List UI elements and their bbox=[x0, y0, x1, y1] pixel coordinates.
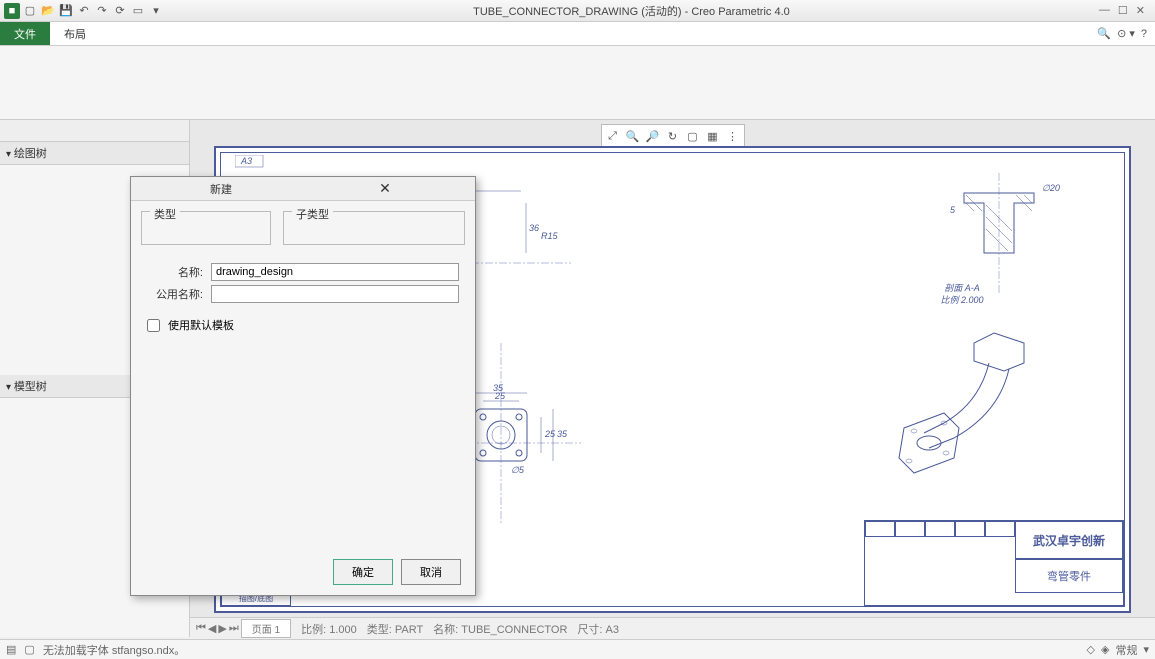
refit-icon[interactable]: ⤢ bbox=[604, 127, 622, 145]
title-bar: ■ ▢ 📂 💾 ↶ ↷ ⟳ ▭ ▾ TUBE_CONNECTOR_DRAWING… bbox=[0, 0, 1155, 22]
name-input[interactable] bbox=[211, 263, 459, 281]
snap-icon[interactable]: ◈ bbox=[1101, 643, 1109, 656]
svg-text:25: 25 bbox=[544, 429, 556, 439]
svg-text:∅20: ∅20 bbox=[1042, 183, 1060, 193]
footer-msg-icon: ▢ bbox=[24, 643, 34, 656]
page-nav-first-icon[interactable]: ⏮ bbox=[196, 622, 206, 635]
menu-tab-0[interactable]: 布局 bbox=[50, 22, 100, 45]
page-nav-prev-icon[interactable]: ◀ bbox=[208, 622, 216, 635]
file-menu[interactable]: 文件 bbox=[0, 22, 50, 45]
open-icon[interactable]: 📂 bbox=[40, 3, 56, 19]
regen-icon[interactable]: ⟳ bbox=[112, 3, 128, 19]
page-nav-last-icon[interactable]: ⏭ bbox=[229, 622, 239, 635]
settings-icon[interactable]: ⊙ ▾ bbox=[1117, 27, 1135, 40]
menu-bar: 文件 布局 🔍 ⊙ ▾ ? bbox=[0, 22, 1155, 46]
page-nav-next-icon[interactable]: ▶ bbox=[218, 622, 226, 635]
svg-text:35: 35 bbox=[557, 429, 568, 439]
footer-icon[interactable]: ▤ bbox=[6, 643, 16, 656]
status-bar: ⏮ ◀ ▶ ⏭ 页面 1 比例: 1.000 类型: PART 名称: TUBE… bbox=[190, 617, 1155, 639]
search-icon[interactable]: 🔍 bbox=[1097, 27, 1111, 40]
help-icon[interactable]: ? bbox=[1141, 28, 1147, 40]
cancel-button[interactable]: 取消 bbox=[401, 559, 461, 585]
page-tab[interactable]: 页面 1 bbox=[241, 619, 291, 638]
window-controls: — ☐ ✕ bbox=[1099, 4, 1151, 17]
filter-dropdown-icon[interactable]: ▾ bbox=[1143, 643, 1149, 656]
more-icon[interactable]: ⋮ bbox=[724, 127, 742, 145]
svg-text:R15: R15 bbox=[541, 231, 559, 241]
title-block: 武汉卓宇创新 弯管零件 bbox=[864, 520, 1124, 606]
template-checkbox[interactable] bbox=[147, 319, 160, 332]
status-type: 类型: PART bbox=[367, 621, 423, 637]
zoom-in-icon[interactable]: 🔍 bbox=[624, 127, 642, 145]
footer-bar: ▤ ▢ 无法加载字体 stfangso.ndx。 ◇ ◈ 常规 ▾ bbox=[0, 639, 1155, 659]
new-dialog: 新建 ✕ 类型 子类型 名称: 公用名称: 使用默认模板 确定 取消 bbox=[130, 176, 476, 596]
save-icon[interactable]: 💾 bbox=[58, 3, 74, 19]
template-label: 使用默认模板 bbox=[168, 317, 234, 333]
svg-text:5: 5 bbox=[950, 205, 956, 215]
name-label: 名称: bbox=[147, 264, 203, 280]
window-title: TUBE_CONNECTOR_DRAWING (活动的) - Creo Para… bbox=[164, 3, 1099, 19]
common-name-label: 公用名称: bbox=[147, 286, 203, 302]
status-scale: 比例: 1.000 bbox=[301, 621, 357, 637]
svg-text:剖面 A-A: 剖面 A-A bbox=[944, 283, 980, 293]
ok-button[interactable]: 确定 bbox=[333, 559, 393, 585]
status-size: 尺寸: A3 bbox=[577, 621, 619, 637]
dialog-close-icon[interactable]: ✕ bbox=[303, 180, 467, 197]
close-icon[interactable]: ✕ bbox=[1136, 4, 1145, 17]
filter-label: 常规 bbox=[1115, 642, 1137, 658]
common-name-input[interactable] bbox=[211, 285, 459, 303]
geom-icon[interactable]: ◇ bbox=[1087, 643, 1095, 656]
svg-text:比例 2.000: 比例 2.000 bbox=[940, 295, 983, 305]
svg-text:25: 25 bbox=[494, 391, 506, 401]
redo-icon[interactable]: ↷ bbox=[94, 3, 110, 19]
svg-text:A3: A3 bbox=[240, 156, 252, 166]
display-icon[interactable]: ▦ bbox=[704, 127, 722, 145]
view-section: ∅20 5 剖面 A-A 比例 2.000 bbox=[914, 173, 1084, 313]
minimize-icon[interactable]: — bbox=[1099, 4, 1110, 17]
windows-icon[interactable]: ▭ bbox=[130, 3, 146, 19]
sheet-icon[interactable]: ▢ bbox=[684, 127, 702, 145]
repaint-icon[interactable]: ↻ bbox=[664, 127, 682, 145]
svg-text:∅5: ∅5 bbox=[511, 465, 525, 475]
close-win-icon[interactable]: ▾ bbox=[148, 3, 164, 19]
quick-access-toolbar: ■ ▢ 📂 💾 ↶ ↷ ⟳ ▭ ▾ bbox=[4, 3, 164, 19]
view-toolbar: ⤢ 🔍 🔎 ↻ ▢ ▦ ⋮ bbox=[601, 124, 745, 148]
svg-text:36: 36 bbox=[529, 223, 539, 233]
view-iso bbox=[874, 313, 1064, 503]
new-icon[interactable]: ▢ bbox=[22, 3, 38, 19]
maximize-icon[interactable]: ☐ bbox=[1118, 4, 1128, 17]
drawing-tree-header: ▾ 绘图树 bbox=[0, 142, 189, 165]
app-icon[interactable]: ■ bbox=[4, 3, 20, 19]
ribbon bbox=[0, 46, 1155, 120]
dialog-title: 新建 bbox=[139, 181, 303, 197]
status-name: 名称: TUBE_CONNECTOR bbox=[433, 621, 567, 637]
undo-icon[interactable]: ↶ bbox=[76, 3, 92, 19]
zoom-out-icon[interactable]: 🔎 bbox=[644, 127, 662, 145]
footer-msg: 无法加载字体 stfangso.ndx。 bbox=[43, 642, 185, 658]
